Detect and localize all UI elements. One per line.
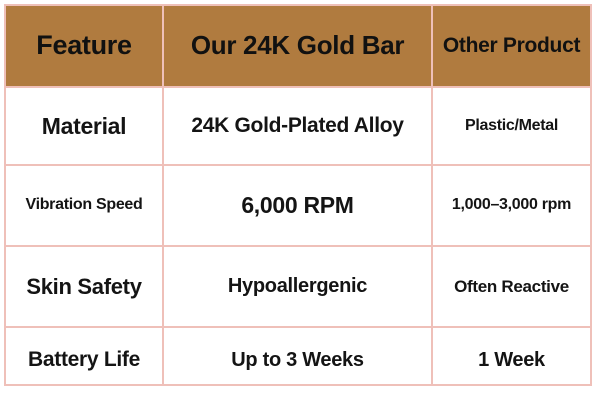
our-product-cell-skin-safety: Hypoallergenic	[164, 247, 431, 326]
feature-cell-skin-safety: Skin Safety	[6, 247, 162, 326]
other-product-cell-material: Plastic/Metal	[433, 88, 590, 164]
our-product-cell-battery-life: Up to 3 Weeks	[164, 328, 431, 384]
header-cell-our-product: Our 24K Gold Bar	[164, 6, 431, 86]
header-cell-feature: Feature	[6, 6, 162, 86]
header-cell-other-product: Other Product	[433, 6, 590, 86]
feature-cell-material: Material	[6, 88, 162, 164]
comparison-table: Feature Our 24K Gold Bar Other Product M…	[4, 4, 592, 386]
our-product-cell-material: 24K Gold-Plated Alloy	[164, 88, 431, 164]
other-product-cell-vibration-speed: 1,000–3,000 rpm	[433, 166, 590, 245]
feature-cell-vibration-speed: Vibration Speed	[6, 166, 162, 245]
feature-cell-battery-life: Battery Life	[6, 328, 162, 384]
other-product-cell-skin-safety: Often Reactive	[433, 247, 590, 326]
other-product-cell-battery-life: 1 Week	[433, 328, 590, 384]
our-product-cell-vibration-speed: 6,000 RPM	[164, 166, 431, 245]
